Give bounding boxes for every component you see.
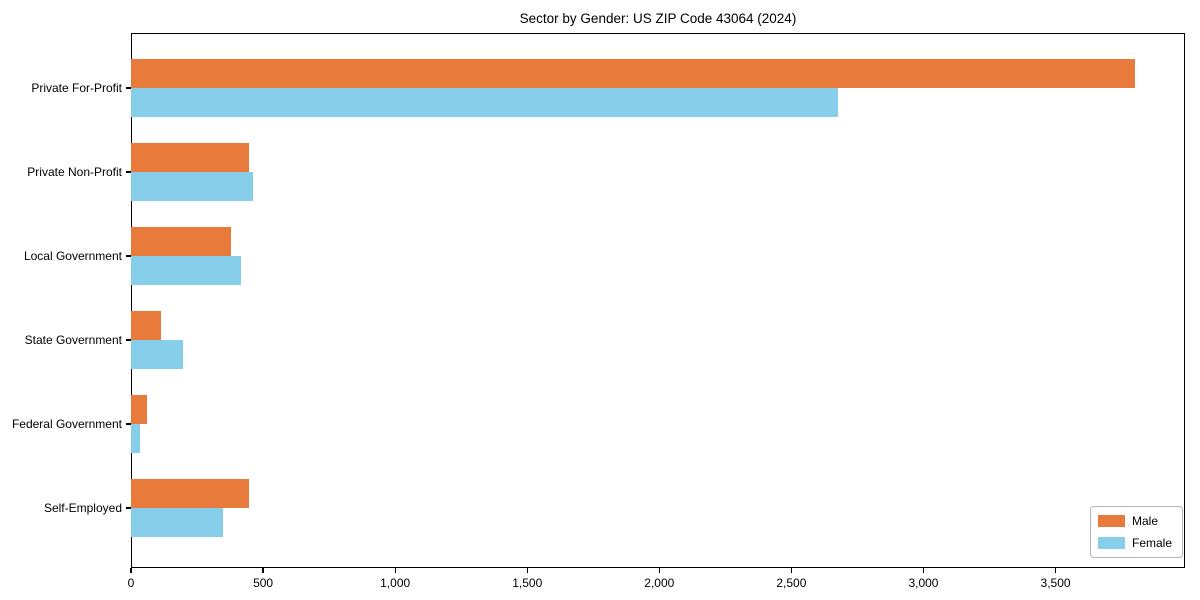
legend-entry-female: Female <box>1098 536 1182 550</box>
bar-female-federal-government <box>131 424 141 453</box>
legend: Male Female <box>1090 506 1183 558</box>
y-tick-label-state-government: State Government <box>24 333 122 347</box>
y-tick-label-self-employed: Self-Employed <box>43 501 122 515</box>
x-tick-1500 <box>526 568 528 573</box>
legend-entry-male: Male <box>1098 514 1182 528</box>
bar-male-private-for-profit <box>131 59 1135 88</box>
y-tick-self-employed <box>126 507 131 509</box>
x-tick-500 <box>262 568 264 573</box>
y-tick-private-non-profit <box>126 171 131 173</box>
x-tick-label-2000: 2,000 <box>644 576 675 590</box>
x-tick-label-500: 500 <box>253 576 274 590</box>
y-tick-label-private-non-profit: Private Non-Profit <box>27 165 122 179</box>
y-tick-private-for-profit <box>126 87 131 89</box>
bar-male-state-government <box>131 311 162 340</box>
y-tick-local-government <box>126 255 131 257</box>
x-tick-0 <box>130 568 132 573</box>
y-tick-federal-government <box>126 423 131 425</box>
x-tick-1000 <box>394 568 396 573</box>
legend-swatch-female <box>1098 536 1125 549</box>
bar-male-private-non-profit <box>131 143 249 172</box>
bar-male-local-government <box>131 227 232 256</box>
bar-female-local-government <box>131 256 241 285</box>
bar-female-state-government <box>131 340 184 369</box>
x-tick-label-0: 0 <box>127 576 135 590</box>
x-tick-3000 <box>922 568 925 573</box>
bar-female-self-employed <box>131 508 224 537</box>
legend-swatch-male <box>1098 515 1125 528</box>
bar-male-self-employed <box>131 479 249 508</box>
x-tick-label-3000: 3,000 <box>908 576 939 590</box>
chart-title: Sector by Gender: US ZIP Code 43064 (202… <box>519 11 797 26</box>
bar-female-private-for-profit <box>131 88 838 117</box>
y-tick-label-private-for-profit: Private For-Profit <box>31 81 122 95</box>
legend-label-male: Male <box>1132 514 1159 529</box>
bar-female-private-non-profit <box>131 172 253 201</box>
x-tick-3500 <box>1054 568 1057 573</box>
y-tick-state-government <box>126 339 131 341</box>
x-tick-label-1500: 1,500 <box>512 576 543 590</box>
x-tick-2000 <box>658 568 660 573</box>
x-tick-label-1000: 1,000 <box>380 576 411 590</box>
x-tick-label-2500: 2,500 <box>776 576 807 590</box>
legend-label-female: Female <box>1132 535 1173 550</box>
y-tick-label-local-government: Local Government <box>23 249 122 263</box>
x-tick-2500 <box>790 568 793 573</box>
bar-male-federal-government <box>131 395 147 424</box>
y-tick-label-federal-government: Federal Government <box>11 417 122 431</box>
x-tick-label-3500: 3,500 <box>1040 576 1071 590</box>
